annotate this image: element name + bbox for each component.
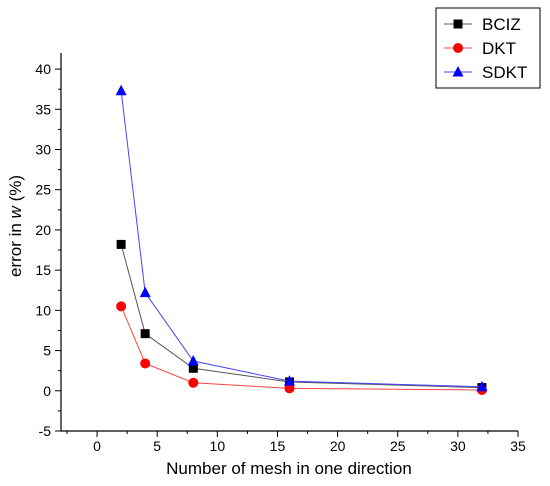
series-line xyxy=(120,90,482,388)
data-point xyxy=(116,239,126,249)
x-tick-label: 0 xyxy=(93,438,101,454)
axes: 0 5 10 15 20 25 30 35 -5 0 5 10 15 20 25 30 35 40 xyxy=(35,53,526,454)
x-tick-label: 20 xyxy=(330,438,346,454)
x-tick-label: 35 xyxy=(510,438,526,454)
x-tick-label: 5 xyxy=(153,438,161,454)
x-tick-label: 15 xyxy=(270,438,286,454)
x-tick-label: 30 xyxy=(450,438,466,454)
series-bciz xyxy=(116,239,487,393)
y-tick-label: 0 xyxy=(43,383,51,399)
y-axis-title-suffix: (%) xyxy=(6,175,25,206)
y-axis-title: error in w (%) xyxy=(6,175,25,277)
legend-marker xyxy=(453,19,463,29)
data-point xyxy=(284,383,295,394)
series-layer xyxy=(115,84,488,395)
data-point xyxy=(188,377,199,388)
y-axis-title-prefix: error in xyxy=(6,218,25,277)
x-axis-title: Number of mesh in one direction xyxy=(166,459,412,478)
x-tick-label: 25 xyxy=(390,438,406,454)
y-tick-label: 35 xyxy=(35,101,51,117)
y-tick-label: 10 xyxy=(35,302,51,318)
series-line xyxy=(120,244,482,389)
data-point xyxy=(115,84,127,96)
y-tick-label: 20 xyxy=(35,222,51,238)
data-point xyxy=(139,286,151,298)
y-tick-label: 40 xyxy=(35,61,51,77)
data-point xyxy=(188,363,198,373)
series-sdkt xyxy=(115,84,488,392)
legend-label: BCIZ xyxy=(482,15,521,34)
data-point xyxy=(140,329,150,339)
data-point xyxy=(140,358,151,369)
y-tick-label: 30 xyxy=(35,142,51,158)
legend-label: DKT xyxy=(482,39,516,58)
x-tick-label: 10 xyxy=(210,438,226,454)
legend-item-bciz: BCIZ xyxy=(444,15,521,34)
legend-label: SDKT xyxy=(482,63,527,82)
data-point xyxy=(476,380,488,392)
y-tick-label: 5 xyxy=(43,343,51,359)
data-point xyxy=(116,301,127,312)
series-line xyxy=(120,306,482,391)
y-tick-label: 25 xyxy=(35,182,51,198)
series-dkt xyxy=(116,301,487,395)
legend-marker xyxy=(452,66,464,77)
data-point xyxy=(187,355,199,366)
legend-item-dkt: DKT xyxy=(444,39,516,58)
y-tick-label: -5 xyxy=(39,423,52,439)
legend: BCIZ DKT SDKT xyxy=(435,7,541,89)
legend-item-sdkt: SDKT xyxy=(444,63,527,82)
y-tick-label: 15 xyxy=(35,262,51,278)
y-axis-title-variable: w xyxy=(6,204,25,218)
data-point xyxy=(284,375,295,386)
legend-marker xyxy=(453,43,463,53)
